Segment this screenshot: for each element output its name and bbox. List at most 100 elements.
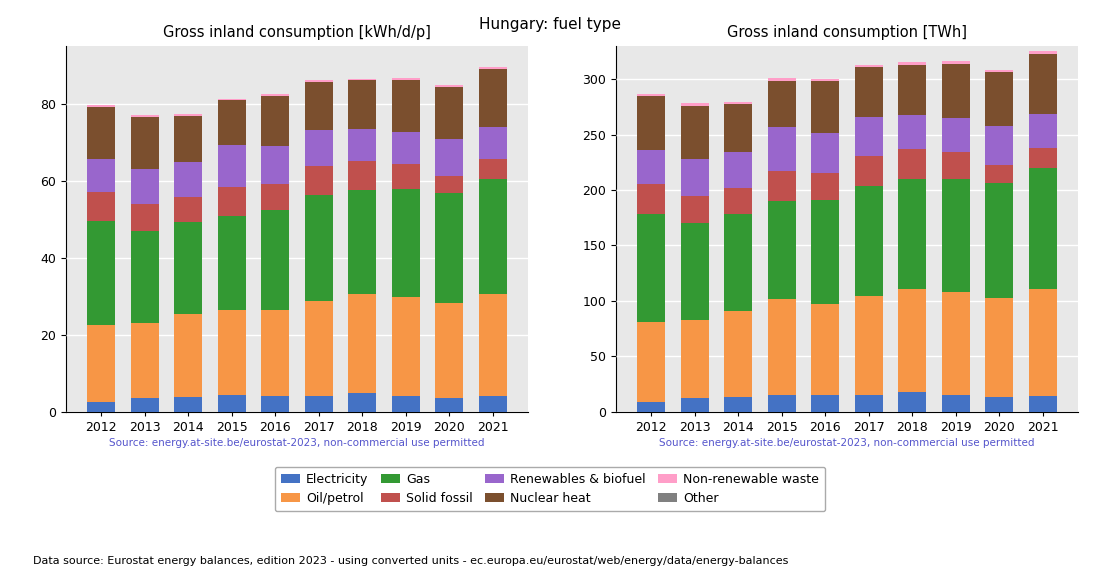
Bar xyxy=(986,72,1013,126)
Bar xyxy=(942,63,970,118)
Bar xyxy=(768,171,796,201)
Bar xyxy=(174,114,202,116)
Bar xyxy=(637,96,666,150)
Bar xyxy=(942,152,970,179)
Bar xyxy=(174,197,202,222)
Legend: Electricity, Oil/petrol, Gas, Solid fossil, Renewables & biofuel, Nuclear heat, : Electricity, Oil/petrol, Gas, Solid foss… xyxy=(275,467,825,511)
Bar xyxy=(87,192,116,221)
Bar xyxy=(174,116,202,162)
Bar xyxy=(436,140,463,176)
Bar xyxy=(986,397,1013,412)
Bar xyxy=(724,397,752,412)
Bar xyxy=(305,166,333,195)
Bar xyxy=(436,88,463,140)
Bar xyxy=(131,204,158,231)
Bar xyxy=(855,67,883,117)
Bar xyxy=(986,126,1013,165)
Bar xyxy=(811,304,839,395)
Bar xyxy=(942,118,970,152)
Bar xyxy=(681,320,708,398)
Bar xyxy=(436,303,463,398)
Bar xyxy=(898,115,926,149)
Bar xyxy=(478,160,507,178)
Bar xyxy=(768,78,796,81)
Bar xyxy=(218,187,246,216)
Text: Source: energy.at-site.be/eurostat-2023, non-commercial use permitted: Source: energy.at-site.be/eurostat-2023,… xyxy=(109,438,485,447)
Bar xyxy=(392,132,420,164)
Bar xyxy=(478,69,507,126)
Bar xyxy=(87,325,116,402)
Bar xyxy=(348,129,376,161)
Bar xyxy=(724,311,752,397)
Bar xyxy=(305,80,333,82)
Bar xyxy=(811,81,839,133)
Bar xyxy=(218,395,246,412)
Bar xyxy=(305,195,333,301)
Bar xyxy=(478,295,507,396)
Bar xyxy=(1028,51,1057,54)
Bar xyxy=(348,392,376,412)
Bar xyxy=(724,214,752,311)
Bar xyxy=(768,127,796,171)
Bar xyxy=(986,298,1013,397)
Bar xyxy=(131,115,158,117)
Bar xyxy=(681,104,708,106)
Bar xyxy=(87,105,116,108)
Bar xyxy=(855,65,883,67)
Bar xyxy=(436,176,463,193)
Bar xyxy=(478,126,507,160)
Bar xyxy=(1028,168,1057,289)
Bar xyxy=(348,295,376,392)
Bar xyxy=(218,101,246,145)
Bar xyxy=(898,392,926,412)
Bar xyxy=(898,289,926,392)
Bar xyxy=(392,297,420,396)
Bar xyxy=(855,117,883,156)
Bar xyxy=(768,299,796,395)
Bar xyxy=(681,398,708,412)
Bar xyxy=(261,209,289,309)
Bar xyxy=(131,169,158,204)
Bar xyxy=(811,79,839,81)
Bar xyxy=(261,96,289,146)
Bar xyxy=(811,395,839,412)
Bar xyxy=(811,133,839,173)
Bar xyxy=(898,62,926,65)
Bar xyxy=(261,94,289,96)
Bar xyxy=(768,395,796,412)
Bar xyxy=(305,82,333,130)
Bar xyxy=(811,200,839,304)
Bar xyxy=(218,98,246,101)
Bar xyxy=(174,222,202,315)
Bar xyxy=(942,61,970,63)
Bar xyxy=(855,395,883,412)
Bar xyxy=(637,214,666,322)
Bar xyxy=(855,185,883,296)
Bar xyxy=(681,223,708,320)
Bar xyxy=(898,65,926,115)
Title: Gross inland consumption [kWh/d/p]: Gross inland consumption [kWh/d/p] xyxy=(163,25,431,41)
Bar xyxy=(1028,54,1057,114)
Bar xyxy=(724,188,752,214)
Bar xyxy=(1028,289,1057,396)
Bar xyxy=(637,150,666,184)
Bar xyxy=(637,94,666,96)
Bar xyxy=(392,396,420,412)
Bar xyxy=(87,221,116,325)
Bar xyxy=(681,160,708,196)
Bar xyxy=(392,164,420,189)
Bar xyxy=(174,162,202,197)
Bar xyxy=(348,78,376,81)
Bar xyxy=(392,189,420,297)
Bar xyxy=(87,160,116,192)
Bar xyxy=(131,398,158,412)
Bar xyxy=(986,165,1013,183)
Bar xyxy=(724,102,752,104)
Text: Data source: Eurostat energy balances, edition 2023 - using converted units - ec: Data source: Eurostat energy balances, e… xyxy=(33,557,789,566)
Bar xyxy=(1028,114,1057,148)
Bar xyxy=(855,156,883,185)
Bar xyxy=(942,179,970,292)
Bar xyxy=(1028,148,1057,168)
Bar xyxy=(681,106,708,160)
Title: Gross inland consumption [TWh]: Gross inland consumption [TWh] xyxy=(727,25,967,41)
